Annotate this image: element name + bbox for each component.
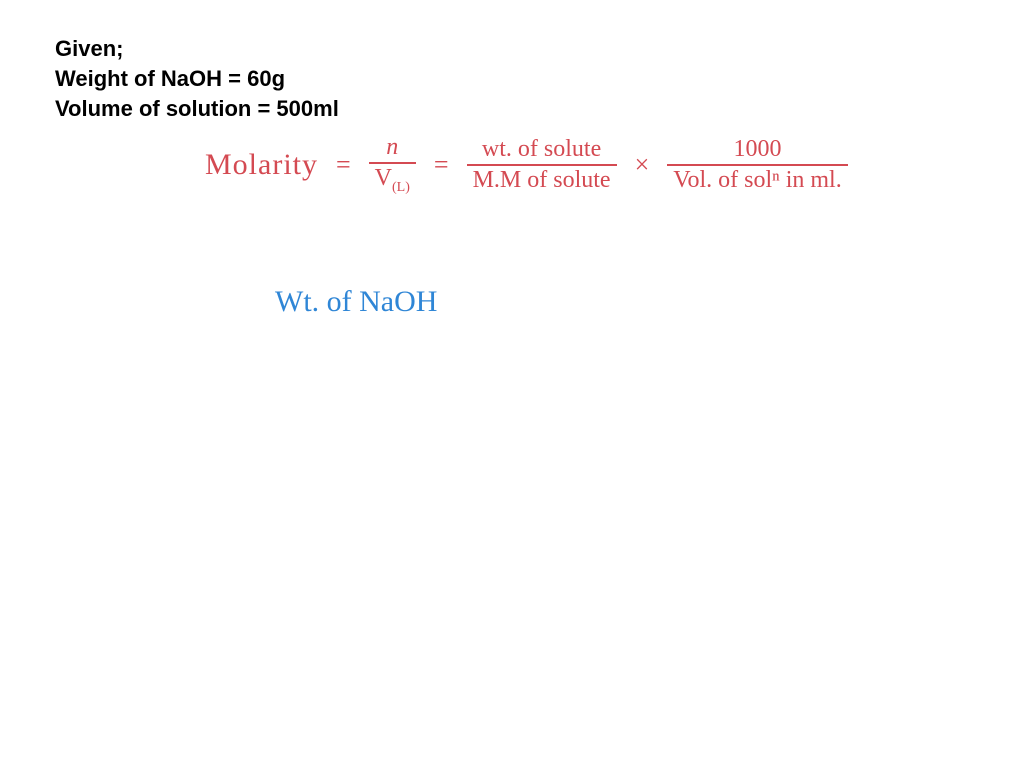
frac2-numerator: wt. of solute bbox=[476, 137, 607, 164]
fraction-wt-over-mm: wt. of solute M.M of solute bbox=[467, 137, 617, 193]
wt-of-naoh-line: Wt. of NaOH bbox=[275, 285, 437, 319]
frac2-denominator: M.M of solute bbox=[467, 164, 617, 193]
fraction-1000-over-vol: 1000 Vol. of solⁿ in ml. bbox=[667, 137, 847, 193]
frac1-den-sub: (L) bbox=[392, 180, 410, 195]
frac1-den-base: V bbox=[375, 165, 392, 191]
given-block: Given; Weight of NaOH = 60g Volume of so… bbox=[55, 34, 339, 124]
given-line-1: Given; bbox=[55, 34, 339, 64]
frac1-numerator: n bbox=[380, 135, 404, 162]
given-line-2: Weight of NaOH = 60g bbox=[55, 64, 339, 94]
frac3-denominator: Vol. of solⁿ in ml. bbox=[667, 164, 847, 193]
given-line-3: Volume of solution = 500ml bbox=[55, 94, 339, 124]
molarity-formula: Molarity = n V(L) = wt. of solute M.M of… bbox=[205, 135, 848, 196]
formula-label: Molarity bbox=[205, 148, 318, 182]
frac1-denominator: V(L) bbox=[369, 162, 416, 195]
frac3-numerator: 1000 bbox=[727, 137, 787, 164]
fraction-n-over-v: n V(L) bbox=[369, 135, 416, 196]
equals-2: = bbox=[434, 150, 449, 180]
times-symbol: × bbox=[635, 150, 650, 180]
equals-1: = bbox=[336, 150, 351, 180]
